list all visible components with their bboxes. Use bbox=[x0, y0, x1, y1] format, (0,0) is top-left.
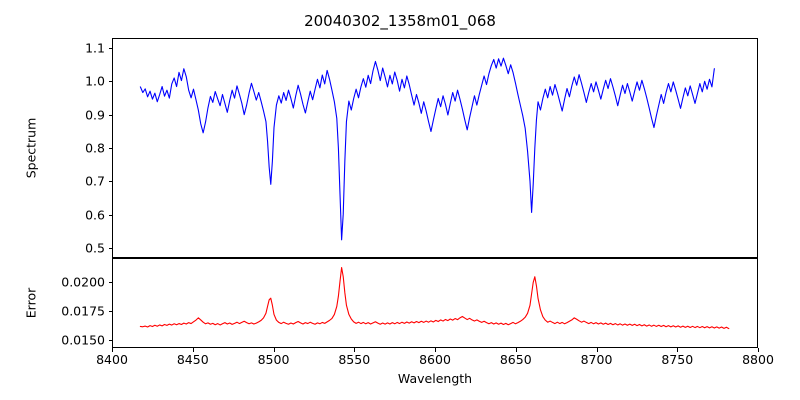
x-tick-mark bbox=[273, 348, 275, 352]
spectrum-panel bbox=[112, 38, 758, 258]
spectrum-line bbox=[140, 58, 714, 240]
x-tick-label: 8450 bbox=[176, 352, 209, 367]
x-tick-mark bbox=[112, 348, 113, 352]
x-tick-mark bbox=[354, 348, 356, 352]
y-tick-mark bbox=[108, 148, 112, 149]
y-tick-mark bbox=[108, 114, 112, 116]
y-tick-label: 1.1 bbox=[85, 40, 105, 56]
x-tick-mark bbox=[192, 348, 194, 352]
y-tick-label: 0.6 bbox=[85, 207, 105, 223]
y-tick-mark bbox=[108, 311, 112, 313]
error-series bbox=[113, 259, 757, 347]
y-tick-label: 0.7 bbox=[85, 173, 105, 189]
y-tick-mark bbox=[108, 48, 112, 49]
x-tick-mark bbox=[758, 348, 759, 352]
y-tick-mark bbox=[108, 181, 112, 183]
y-tick-label: 0.5 bbox=[85, 240, 105, 256]
x-tick-mark bbox=[677, 348, 679, 352]
y-tick-mark bbox=[108, 81, 112, 83]
spectrum-series bbox=[113, 39, 757, 257]
x-tick-mark bbox=[515, 348, 517, 352]
y-tick-label: 0.9 bbox=[85, 107, 105, 123]
x-axis-label: Wavelength bbox=[397, 371, 473, 386]
x-tick-mark bbox=[596, 348, 598, 352]
y-tick-label: 0.0175 bbox=[61, 303, 105, 319]
x-tick-label: 8550 bbox=[338, 352, 371, 367]
x-tick-label: 8800 bbox=[742, 352, 774, 367]
y-tick-mark bbox=[108, 214, 112, 216]
chart-title: 20040302_1358m01_068 bbox=[304, 12, 496, 30]
y-tick-label: 0.8 bbox=[85, 140, 105, 156]
x-tick-label: 8600 bbox=[419, 352, 451, 367]
x-tick-mark bbox=[435, 348, 436, 352]
y-tick-label: 1.0 bbox=[85, 73, 105, 89]
error-line bbox=[140, 268, 728, 329]
x-tick-label: 8700 bbox=[580, 352, 613, 367]
y-tick-label: 0.0150 bbox=[61, 332, 105, 348]
x-tick-label: 8650 bbox=[499, 352, 532, 367]
error-panel bbox=[112, 258, 758, 348]
y-tick-mark bbox=[108, 248, 112, 249]
x-tick-label: 8750 bbox=[661, 352, 694, 367]
y-tick-mark bbox=[108, 281, 112, 283]
x-tick-label: 8400 bbox=[96, 352, 128, 367]
y-tick-mark bbox=[108, 340, 112, 342]
y-tick-label: 0.0200 bbox=[61, 274, 105, 290]
x-tick-label: 8500 bbox=[257, 352, 290, 367]
